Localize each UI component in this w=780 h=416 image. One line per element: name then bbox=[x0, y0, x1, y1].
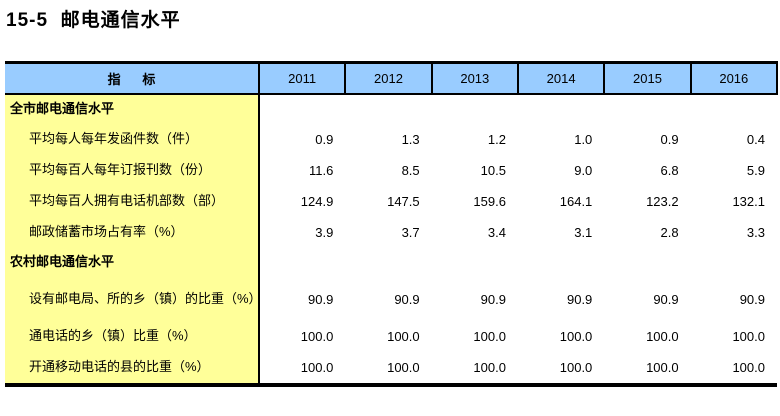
value-cell: 90.9 bbox=[258, 277, 346, 321]
value-cell: 159.6 bbox=[431, 186, 518, 217]
value-cell: 90.9 bbox=[431, 277, 518, 321]
value-cell: 100.0 bbox=[517, 321, 605, 352]
value-cell: 1.3 bbox=[345, 124, 432, 155]
value-cell: 8.5 bbox=[345, 155, 432, 186]
value-cell: 9.0 bbox=[517, 155, 605, 186]
value-cell: 90.9 bbox=[345, 277, 432, 321]
value-cell: 90.9 bbox=[604, 277, 691, 321]
page-title: 15-5 邮电通信水平 bbox=[6, 10, 181, 31]
value-cell: 11.6 bbox=[258, 155, 346, 186]
empty-values bbox=[258, 94, 777, 124]
indicator-label: 平均每百人每年订报刊数（份） bbox=[5, 155, 260, 186]
value-cell: 100.0 bbox=[604, 321, 691, 352]
value-cell: 3.1 bbox=[517, 217, 605, 248]
year-column-header: 2014 bbox=[516, 62, 605, 95]
indicator-column-header: 指 标 bbox=[5, 62, 259, 95]
header-row: 指 标 2011 2012 2013 2014 2015 2016 bbox=[5, 62, 779, 95]
value-cell: 0.4 bbox=[690, 124, 777, 155]
value-cell: 0.9 bbox=[604, 124, 691, 155]
indicator-section-label: 农村邮电通信水平 bbox=[5, 248, 260, 277]
value-cell: 2.8 bbox=[604, 217, 691, 248]
year-column-header: 2015 bbox=[603, 62, 691, 95]
table-row: 设有邮电局、所的乡（镇）的比重（%） 90.9 90.9 90.9 90.9 9… bbox=[5, 277, 777, 321]
table-row: 平均每百人拥有电话机部数（部） 124.9 147.5 159.6 164.1 … bbox=[5, 186, 777, 217]
value-cell: 123.2 bbox=[604, 186, 691, 217]
indicator-label: 邮政储蓄市场占有率（%） bbox=[5, 217, 260, 248]
year-column-header: 2013 bbox=[430, 62, 518, 95]
value-cell: 100.0 bbox=[345, 352, 432, 385]
table-row: 通电话的乡（镇）比重（%） 100.0 100.0 100.0 100.0 10… bbox=[5, 321, 777, 352]
value-cell: 147.5 bbox=[345, 186, 432, 217]
value-cell: 132.1 bbox=[690, 186, 777, 217]
table-row: 农村邮电通信水平 bbox=[5, 248, 777, 277]
value-cell: 3.9 bbox=[258, 217, 346, 248]
year-column-header: 2011 bbox=[257, 62, 346, 95]
statistics-table: 指 标 2011 2012 2013 2014 2015 2016 全市邮电通信… bbox=[5, 61, 779, 387]
value-cell: 0.9 bbox=[258, 124, 346, 155]
value-cell: 6.8 bbox=[604, 155, 691, 186]
value-cell: 124.9 bbox=[258, 186, 346, 217]
table-row: 全市邮电通信水平 bbox=[5, 94, 777, 124]
year-column-header: 2012 bbox=[344, 62, 432, 95]
value-cell: 100.0 bbox=[690, 321, 777, 352]
value-cell: 100.0 bbox=[258, 321, 346, 352]
value-cell: 3.7 bbox=[345, 217, 432, 248]
table-body: 全市邮电通信水平 平均每人每年发函件数（件） 0.9 1.3 1.2 1.0 0… bbox=[5, 94, 777, 385]
value-cell: 90.9 bbox=[517, 277, 605, 321]
value-cell: 100.0 bbox=[690, 352, 777, 385]
table-row: 平均每百人每年订报刊数（份） 11.6 8.5 10.5 9.0 6.8 5.9 bbox=[5, 155, 777, 186]
value-cell: 1.0 bbox=[517, 124, 605, 155]
indicator-label: 平均每百人拥有电话机部数（部） bbox=[5, 186, 260, 217]
value-cell: 164.1 bbox=[517, 186, 605, 217]
value-cell: 100.0 bbox=[604, 352, 691, 385]
table-row: 邮政储蓄市场占有率（%） 3.9 3.7 3.4 3.1 2.8 3.3 bbox=[5, 217, 777, 248]
value-cell: 1.2 bbox=[431, 124, 518, 155]
year-column-header: 2016 bbox=[689, 62, 779, 95]
table-row: 平均每人每年发函件数（件） 0.9 1.3 1.2 1.0 0.9 0.4 bbox=[5, 124, 777, 155]
indicator-label: 开通移动电话的县的比重（%） bbox=[5, 352, 260, 385]
value-cell: 100.0 bbox=[345, 321, 432, 352]
value-cell: 3.3 bbox=[690, 217, 777, 248]
value-cell: 100.0 bbox=[431, 321, 518, 352]
value-cell: 10.5 bbox=[431, 155, 518, 186]
indicator-label: 通电话的乡（镇）比重（%） bbox=[5, 321, 260, 352]
empty-values bbox=[258, 248, 777, 277]
table-header: 指 标 2011 2012 2013 2014 2015 2016 bbox=[5, 62, 779, 95]
table-row: 开通移动电话的县的比重（%） 100.0 100.0 100.0 100.0 1… bbox=[5, 352, 777, 385]
value-cell: 100.0 bbox=[431, 352, 518, 385]
value-cell: 100.0 bbox=[517, 352, 605, 385]
value-cell: 5.9 bbox=[690, 155, 777, 186]
indicator-section-label: 全市邮电通信水平 bbox=[5, 94, 260, 124]
value-cell: 100.0 bbox=[258, 352, 346, 385]
value-cell: 3.4 bbox=[431, 217, 518, 248]
indicator-label: 平均每人每年发函件数（件） bbox=[5, 124, 260, 155]
value-cell: 90.9 bbox=[690, 277, 777, 321]
indicator-label: 设有邮电局、所的乡（镇）的比重（%） bbox=[5, 277, 262, 321]
